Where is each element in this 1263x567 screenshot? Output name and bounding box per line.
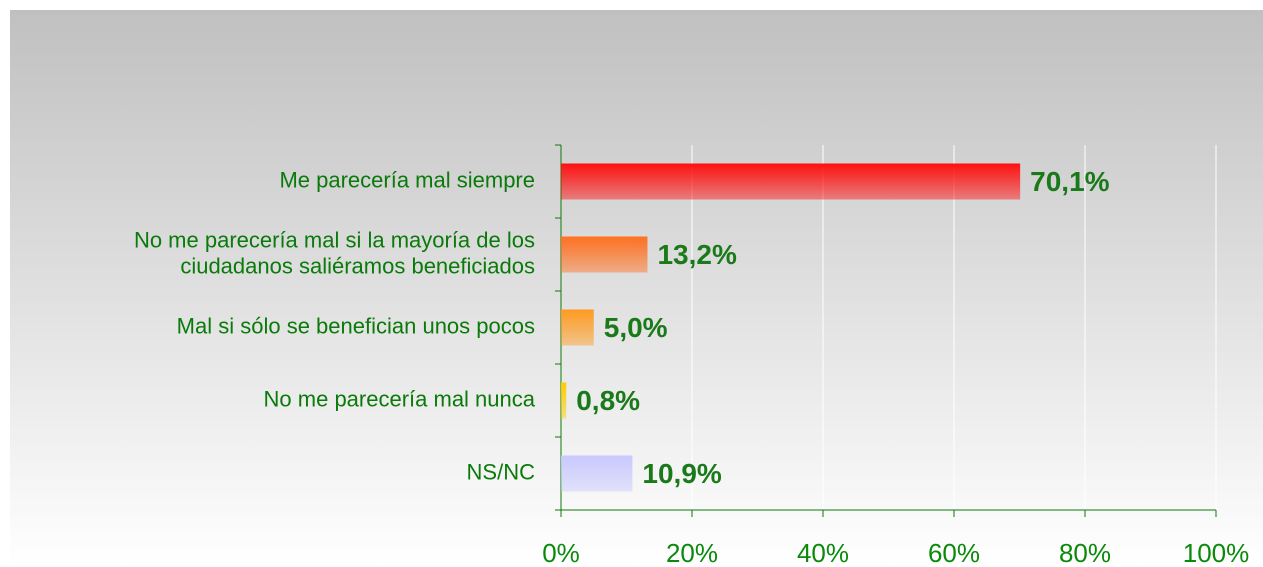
bar bbox=[561, 382, 567, 419]
category-label: NS/NC bbox=[467, 459, 536, 484]
bar bbox=[561, 163, 1021, 200]
bar bbox=[561, 236, 648, 273]
background bbox=[10, 10, 1263, 567]
value-label: 10,9% bbox=[642, 458, 721, 489]
bar bbox=[561, 455, 633, 492]
category-label: Mal si sólo se benefician unos pocos bbox=[177, 313, 535, 338]
value-label: 0,8% bbox=[576, 385, 640, 416]
category-label: No me parecería mal nunca bbox=[264, 386, 536, 411]
x-tick-label: 20% bbox=[666, 538, 718, 567]
x-tick-label: 40% bbox=[797, 538, 849, 567]
value-label: 13,2% bbox=[657, 239, 736, 270]
category-label: Me parecería mal siempre bbox=[279, 167, 535, 192]
x-tick-label: 60% bbox=[928, 538, 980, 567]
x-tick-label: 80% bbox=[1059, 538, 1111, 567]
value-label: 5,0% bbox=[604, 312, 668, 343]
x-tick-label: 0% bbox=[542, 538, 580, 567]
category-label: No me parecería mal si la mayoría de los… bbox=[134, 227, 535, 278]
bar bbox=[561, 309, 594, 346]
value-label: 70,1% bbox=[1030, 166, 1109, 197]
x-tick-label: 100% bbox=[1183, 538, 1250, 567]
